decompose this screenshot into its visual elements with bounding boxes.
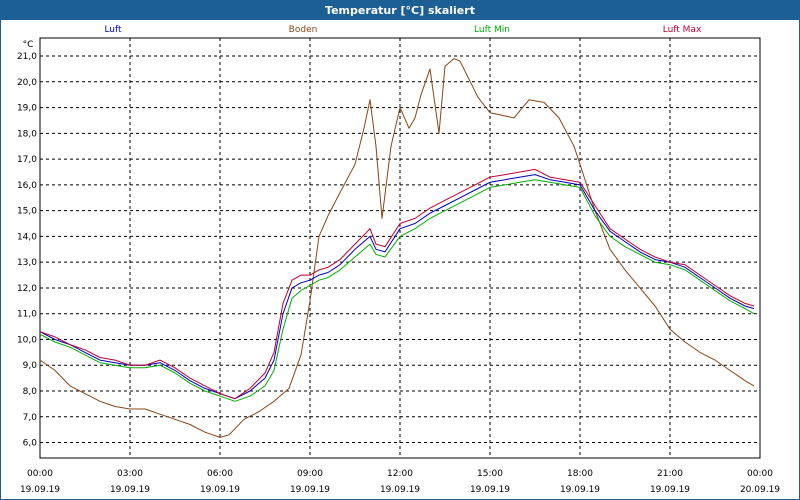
x-tick-time-label: 00:00 [27, 469, 53, 479]
x-tick-date-label: 19.09.19 [560, 485, 600, 495]
y-tick-label: 8,0 [23, 387, 38, 397]
legend-entry-boden: Boden [288, 25, 318, 35]
y-tick-label: 16,0 [17, 181, 37, 191]
x-tick-time-label: 15:00 [477, 469, 503, 479]
x-tick-time-label: 18:00 [567, 469, 593, 479]
legend-entry-luft: Luft [104, 25, 122, 35]
y-axis-label: °C [23, 40, 34, 50]
x-tick-date-label: 19.09.19 [200, 485, 240, 495]
x-tick-date-label: 19.09.19 [380, 485, 420, 495]
y-tick-label: 14,0 [17, 232, 37, 242]
x-tick-date-label: 20.09.19 [740, 485, 780, 495]
x-tick-date-label: 19.09.19 [110, 485, 150, 495]
y-tick-label: 10,0 [17, 335, 37, 345]
x-tick-time-label: 12:00 [387, 469, 413, 479]
series-line-boden [39, 58, 755, 438]
x-tick-date-label: 19.09.19 [20, 485, 60, 495]
y-tick-label: 6,0 [23, 439, 38, 449]
grid [40, 38, 760, 458]
x-tick-date-label: 19.09.19 [650, 485, 690, 495]
series-line-luft-max [39, 168, 755, 400]
x-tick-time-label: 03:00 [117, 469, 143, 479]
x-tick-time-label: 09:00 [297, 469, 323, 479]
series-lines [39, 58, 755, 438]
x-tick-date-label: 19.09.19 [290, 485, 330, 495]
y-tick-label: 21,0 [17, 52, 37, 62]
x-axis: 00:00 19.09.19 03:00 19.09.19 06:00 19.09.19 0… [20, 469, 780, 495]
x-tick-time-label: 00:00 [747, 469, 773, 479]
y-tick-label: 19,0 [17, 104, 37, 114]
series-line-luft-min [39, 179, 755, 402]
x-tick-time-label: 21:00 [657, 469, 683, 479]
y-tick-label: 12,0 [17, 284, 37, 294]
chart-title: Temperatur [°C] skaliert [0, 0, 800, 20]
series-line-luft [39, 174, 755, 400]
y-tick-label: 17,0 [17, 155, 37, 165]
y-tick-label: 11,0 [17, 310, 37, 320]
y-axis: 6,0 7,0 8,0 9,0 10,0 11,0 12,0 13,0 14,0 15,0 16,0… [17, 52, 37, 449]
legend-entry-luft-max: Luft Max [662, 25, 702, 35]
y-tick-label: 18,0 [17, 129, 37, 139]
x-tick-time-label: 06:00 [207, 469, 233, 479]
y-tick-label: 9,0 [23, 361, 38, 371]
y-tick-label: 13,0 [17, 258, 37, 268]
y-tick-label: 20,0 [17, 78, 37, 88]
y-tick-label: 7,0 [23, 413, 38, 423]
x-tick-date-label: 19.09.19 [470, 485, 510, 495]
y-tick-label: 15,0 [17, 207, 37, 217]
legend-entry-luft-min: Luft Min [474, 25, 510, 35]
